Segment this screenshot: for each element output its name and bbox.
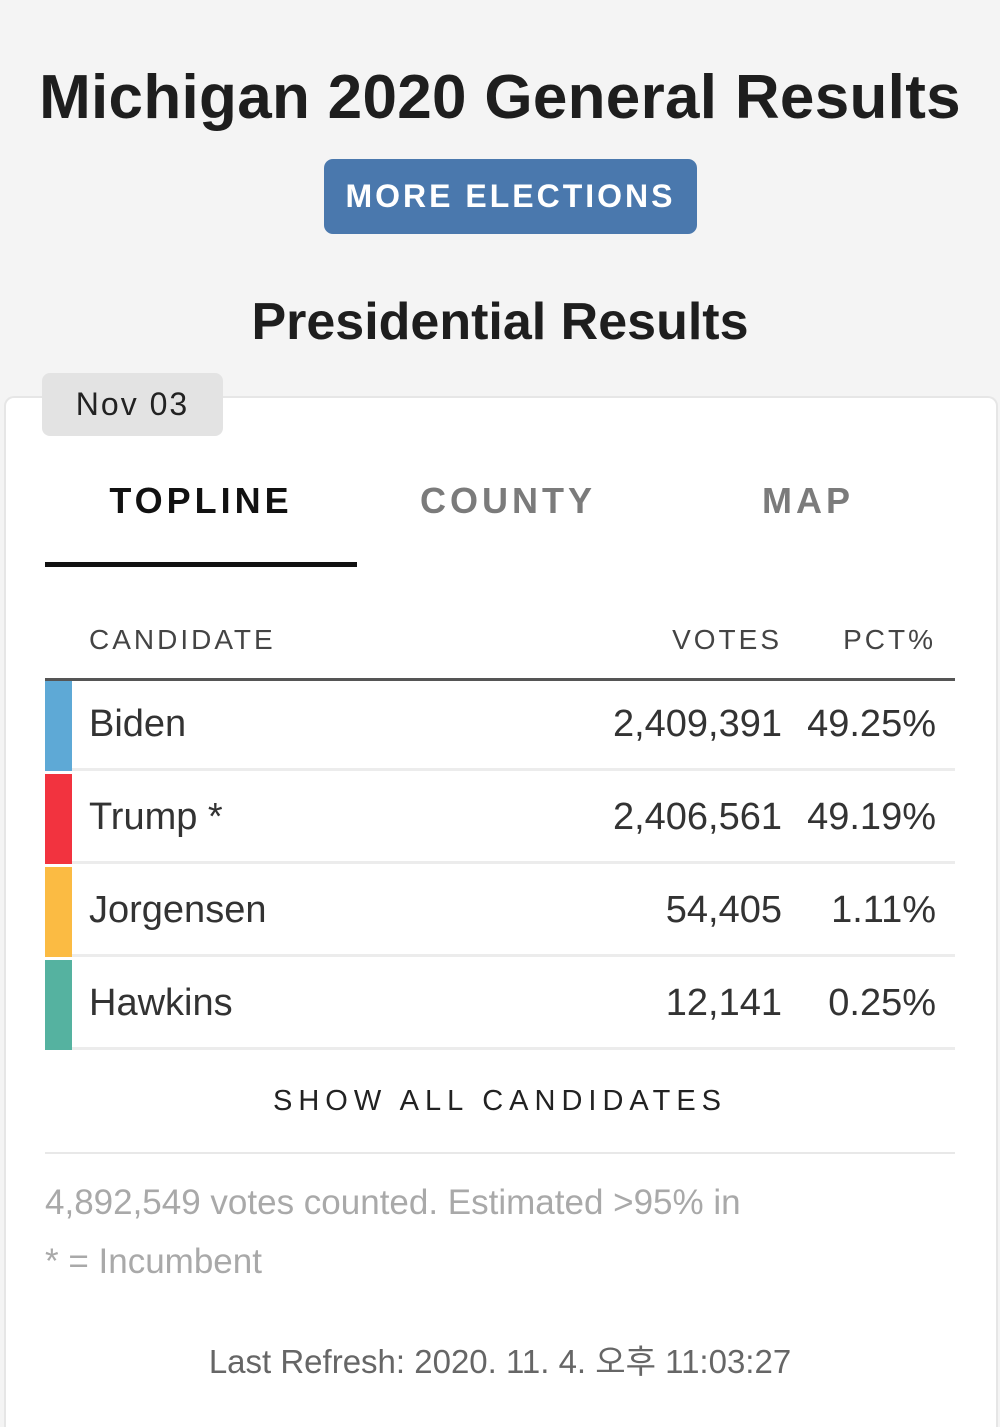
- candidate-color-swatch: [45, 960, 72, 1050]
- tab-county[interactable]: COUNTY: [420, 480, 596, 521]
- table-row: Biden 2,409,391 49.25%: [45, 681, 955, 771]
- active-tab-indicator: [45, 562, 357, 567]
- candidate-name: Hawkins: [89, 982, 233, 1024]
- candidate-pct: 49.19%: [807, 796, 936, 838]
- header-divider: [45, 678, 955, 681]
- candidate-votes: 2,406,561: [612, 796, 782, 838]
- table-row: Jorgensen 54,405 1.11%: [45, 867, 955, 957]
- column-header-candidate: CANDIDATE: [89, 624, 276, 655]
- votes-counted-note: 4,892,549 votes counted. Estimated >95% …: [45, 1183, 741, 1222]
- candidate-pct: 49.25%: [807, 703, 936, 745]
- candidate-color-swatch: [45, 774, 72, 864]
- candidate-color-swatch: [45, 681, 72, 771]
- page-title: Michigan 2020 General Results: [39, 63, 961, 132]
- candidate-name: Trump *: [89, 796, 223, 838]
- more-elections-button[interactable]: MORE ELECTIONS: [324, 159, 697, 234]
- tab-topline[interactable]: TOPLINE: [109, 480, 293, 521]
- date-badge[interactable]: Nov 03: [42, 373, 223, 436]
- candidate-pct: 1.11%: [831, 889, 936, 931]
- candidate-name: Jorgensen: [89, 889, 267, 931]
- incumbent-note: * = Incumbent: [45, 1242, 262, 1281]
- candidate-pct: 0.25%: [828, 982, 936, 1024]
- section-title: Presidential Results: [251, 293, 749, 351]
- candidate-votes: 2,409,391: [612, 703, 782, 745]
- last-refresh-timestamp: Last Refresh: 2020. 11. 4. 오후 11:03:27: [208, 1343, 792, 1380]
- results-card: [4, 396, 998, 1427]
- candidate-color-swatch: [45, 867, 72, 957]
- table-row: Hawkins 12,141 0.25%: [45, 960, 955, 1050]
- column-header-pct: PCT%: [843, 624, 936, 655]
- candidate-votes: 12,141: [665, 982, 782, 1024]
- tab-map[interactable]: MAP: [762, 480, 854, 521]
- footer-divider: [45, 1152, 955, 1154]
- candidate-name: Biden: [89, 703, 187, 745]
- column-header-votes: VOTES: [672, 624, 782, 655]
- candidate-votes: 54,405: [665, 889, 782, 931]
- table-row: Trump * 2,406,561 49.19%: [45, 774, 955, 864]
- show-all-candidates-button[interactable]: SHOW ALL CANDIDATES: [272, 1085, 727, 1117]
